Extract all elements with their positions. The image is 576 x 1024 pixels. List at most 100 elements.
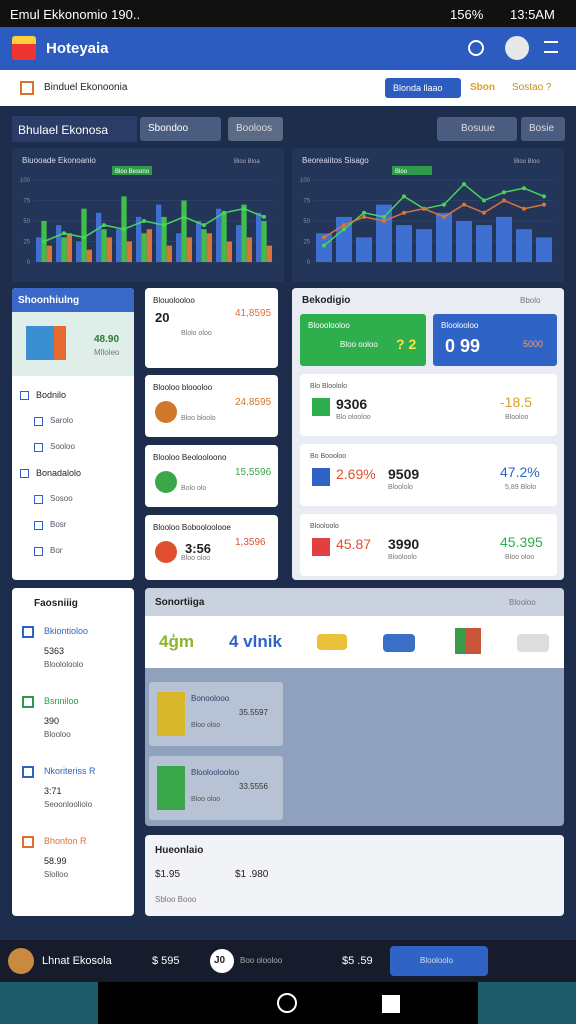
recents-button[interactable]	[382, 995, 400, 1013]
app-area[interactable]	[478, 982, 576, 1024]
report-sub: Seoonlooliolo	[44, 800, 93, 809]
button[interactable]: Booloos	[228, 117, 283, 141]
vehicles-title: Sonortiiga	[155, 597, 205, 608]
stat-card[interactable]: Blooloo Bobooloolooe 3:56 Bloo oloo 1,3596	[145, 515, 278, 580]
stat-card[interactable]: Blooloo Beolooloono Bolo olo 15,5596	[145, 445, 278, 507]
report-sub: Slolloo	[44, 870, 69, 879]
bar	[81, 208, 87, 262]
vehicle-card[interactable]: Blooloolooloo 33.5556 Bloo oloo	[149, 756, 283, 820]
bar	[201, 229, 207, 262]
point	[502, 190, 506, 195]
bottom-text: Boo olooloo	[240, 956, 283, 965]
sidebar-item[interactable]: Sosoo	[12, 488, 134, 512]
nav-bar	[0, 982, 576, 1024]
sidebar-title: Shoonhiulng	[18, 295, 80, 306]
sidebar-item[interactable]: Bosr	[12, 514, 134, 538]
chart-badge-bg	[392, 166, 432, 175]
tile[interactable]: Bloolooloo 0 99 5000	[433, 314, 557, 366]
row-icon	[312, 468, 330, 486]
row-rightsub: Blooloo	[505, 414, 529, 421]
stats-title: Bekodigio	[302, 295, 351, 306]
stat-card[interactable]: Blooloo bloooloo Bloo bloolo 24.8595	[145, 375, 278, 437]
stat-row[interactable]: Bo Boooloo 2.69% 9509 Bloololo 47.2% 5,89 Blo…	[300, 444, 557, 506]
item-icon	[34, 417, 43, 426]
row-label: Bo Boooloo	[310, 453, 347, 460]
point	[342, 223, 346, 228]
van-icon[interactable]	[383, 634, 415, 652]
stat-row[interactable]: Blooloolo 45.87 3990 Blooloolo 45.395 Bloo ol…	[300, 514, 557, 576]
point	[62, 231, 66, 236]
bar	[181, 200, 187, 262]
point	[142, 219, 146, 223]
chart-badge: Bloo	[395, 169, 408, 175]
vehicles-header: Sonortiiga Blooloo	[145, 588, 564, 616]
point	[462, 182, 466, 187]
card-right: 15,5596	[235, 467, 272, 478]
point	[482, 210, 486, 215]
sidebar-item[interactable]: Sarolo	[12, 410, 134, 434]
row-sub: Blo olooloo	[336, 414, 371, 421]
item-label: Bodnilo	[36, 390, 67, 400]
card-title: Blooloo Beolooloono	[153, 453, 227, 462]
stats-badge: Bbolo	[520, 296, 541, 305]
point	[522, 206, 526, 211]
point	[422, 206, 426, 211]
sidebar-item[interactable]: Sooloo	[12, 436, 134, 460]
car-icon[interactable]	[517, 634, 549, 652]
cargo-icon[interactable]	[455, 628, 481, 654]
row-pct: 45.87	[336, 536, 372, 552]
button[interactable]: Bosuue	[437, 117, 517, 141]
bar	[146, 229, 152, 262]
back-area[interactable]	[0, 982, 98, 1024]
tab[interactable]: 4ģm	[159, 632, 194, 651]
card-title: Blouolooloo	[153, 296, 195, 305]
y-tick-label: 50	[23, 219, 30, 225]
bar	[316, 233, 332, 262]
point	[102, 223, 106, 228]
card-right: 1,3596	[235, 537, 266, 548]
link[interactable]: Sostao ?	[512, 82, 552, 93]
breadcrumb-title: Binduel Ekonoonia	[44, 82, 128, 93]
select[interactable]: Blonda llaao	[385, 78, 461, 98]
truck-icon[interactable]	[317, 634, 347, 650]
sidebar-item[interactable]: Bonadalolo	[12, 462, 134, 486]
button[interactable]: Sbondoo	[140, 117, 221, 141]
vehicles-right: Blooloo	[509, 598, 536, 607]
row-rightsub: 5,89 Blolo	[505, 484, 537, 491]
card-right: 41,8595	[235, 308, 272, 319]
point	[322, 243, 326, 248]
bar	[176, 233, 182, 262]
badge-text: J0	[214, 955, 226, 966]
point	[262, 214, 266, 219]
y-tick-label: 50	[303, 219, 310, 225]
bar	[416, 229, 432, 262]
sidebar-item[interactable]: Bor	[12, 540, 134, 564]
chart-legend: Bloo Bloa	[234, 159, 260, 165]
home-button[interactable]	[277, 993, 297, 1013]
container-icon	[26, 326, 66, 360]
badge[interactable]: J0	[210, 949, 234, 973]
row-right: 45.395	[500, 534, 543, 550]
button[interactable]: Bosie	[521, 117, 565, 141]
tab[interactable]: 4 vlnik	[229, 632, 282, 651]
bar	[196, 221, 202, 262]
item-icon	[34, 521, 43, 530]
reports-card: Faosniiig Bkiontioloo 5363 Bloololoolo Bsnn…	[12, 588, 134, 916]
point	[382, 214, 386, 219]
menu-button[interactable]	[544, 41, 558, 53]
bar	[216, 208, 222, 262]
bar	[126, 241, 132, 262]
history-button[interactable]	[468, 40, 484, 56]
stat-row[interactable]: Blo Bloololo 9306 Blo olooloo -18.5 Blooloo	[300, 374, 557, 436]
sidebar-item[interactable]: Bodnilo	[12, 384, 134, 408]
link[interactable]: Sbon	[470, 82, 495, 93]
bottom-card[interactable]: Blooloolo	[390, 946, 488, 976]
tile-title: Blooolooloo	[308, 321, 350, 330]
card-sub: Bloo oloo	[181, 555, 211, 562]
stat-card[interactable]: Blouolooloo 20 Blolo oloo 41,8595	[145, 288, 278, 368]
avatar[interactable]	[505, 36, 529, 60]
vehicle-card[interactable]: Bonoolooo 35.5597 Bloo oloo	[149, 682, 283, 746]
point	[322, 235, 326, 240]
bar	[36, 237, 42, 262]
tile[interactable]: Blooolooloo Bloo ooloo ? 2	[300, 314, 426, 366]
